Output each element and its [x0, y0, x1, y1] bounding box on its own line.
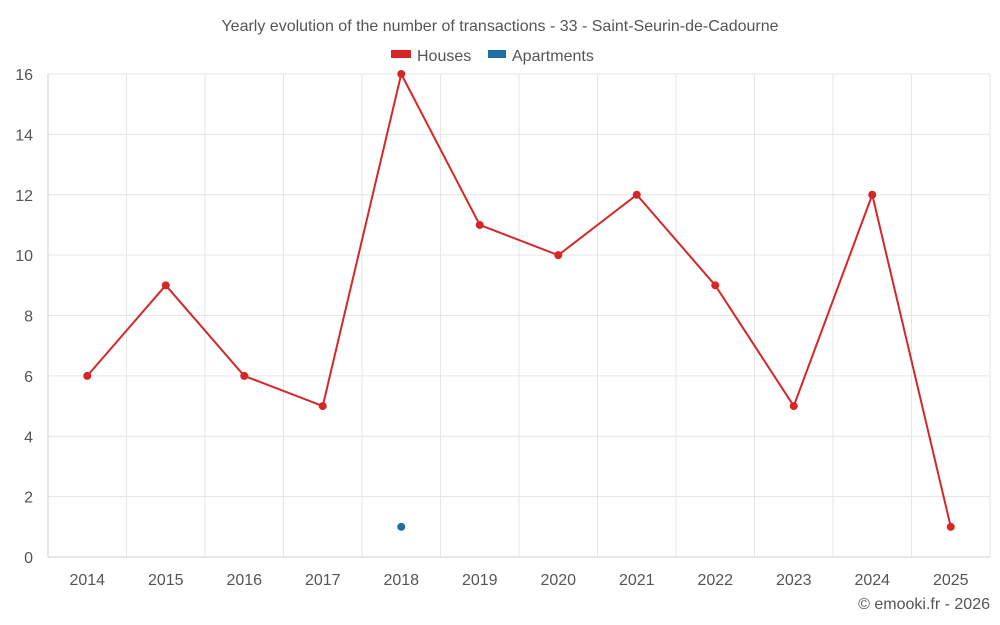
y-tick-label: 12 — [15, 188, 33, 205]
data-point-houses[interactable] — [632, 190, 641, 199]
legend-swatch-apartments — [488, 50, 506, 58]
x-tick-label: 2022 — [697, 572, 733, 589]
x-tick-label: 2024 — [854, 572, 890, 589]
legend-swatch-houses — [391, 50, 411, 58]
legend-item-apartments[interactable]: Apartments — [488, 48, 594, 65]
y-tick-label: 16 — [15, 67, 33, 84]
legend-label-houses: Houses — [417, 48, 471, 65]
x-tick-label: 2025 — [933, 572, 969, 589]
data-point-houses[interactable] — [946, 522, 955, 531]
data-point-houses[interactable] — [83, 371, 92, 380]
y-tick-label: 10 — [15, 248, 33, 265]
x-tick-label: 2015 — [148, 572, 184, 589]
chart-title: Yearly evolution of the number of transa… — [221, 18, 778, 35]
y-tick-label: 14 — [15, 127, 33, 144]
data-point-houses[interactable] — [475, 220, 484, 229]
data-point-houses[interactable] — [789, 402, 798, 411]
data-point-houses[interactable] — [711, 281, 720, 290]
data-point-houses[interactable] — [397, 70, 406, 78]
series-apartments — [397, 522, 406, 531]
legend[interactable]: Houses Apartments — [391, 48, 594, 65]
legend-item-houses[interactable]: Houses — [391, 48, 471, 65]
y-tick-label: 2 — [24, 490, 33, 507]
series-line-houses — [86, 71, 952, 528]
x-tick-label: 2014 — [69, 572, 105, 589]
data-point-houses[interactable] — [161, 281, 170, 290]
y-tick-label: 0 — [24, 550, 33, 567]
data-point-houses[interactable] — [554, 251, 563, 260]
x-tick-label: 2020 — [540, 572, 576, 589]
data-point-apartments[interactable] — [397, 522, 406, 531]
x-tick-label: 2018 — [383, 572, 419, 589]
y-tick-label: 6 — [24, 369, 33, 386]
x-tick-label: 2016 — [226, 572, 262, 589]
tick-labels: 0 2 4 6 8 10 12 14 16 2014 2015 2016 2017 2018 2019 202… — [15, 67, 968, 589]
y-tick-label: 4 — [24, 429, 33, 446]
series — [83, 70, 955, 531]
credit-text: © emooki.fr - 2026 — [858, 596, 990, 613]
data-point-houses[interactable] — [318, 402, 327, 411]
legend-label-apartments: Apartments — [512, 48, 594, 65]
y-tick-label: 8 — [24, 309, 33, 326]
x-tick-label: 2019 — [462, 572, 498, 589]
x-tick-label: 2021 — [619, 572, 655, 589]
x-tick-label: 2017 — [305, 572, 341, 589]
axes — [47, 74, 990, 558]
grid — [47, 73, 991, 557]
data-point-houses[interactable] — [868, 190, 877, 199]
series-houses — [83, 70, 955, 531]
data-point-houses[interactable] — [240, 371, 249, 380]
x-tick-label: 2023 — [776, 572, 812, 589]
